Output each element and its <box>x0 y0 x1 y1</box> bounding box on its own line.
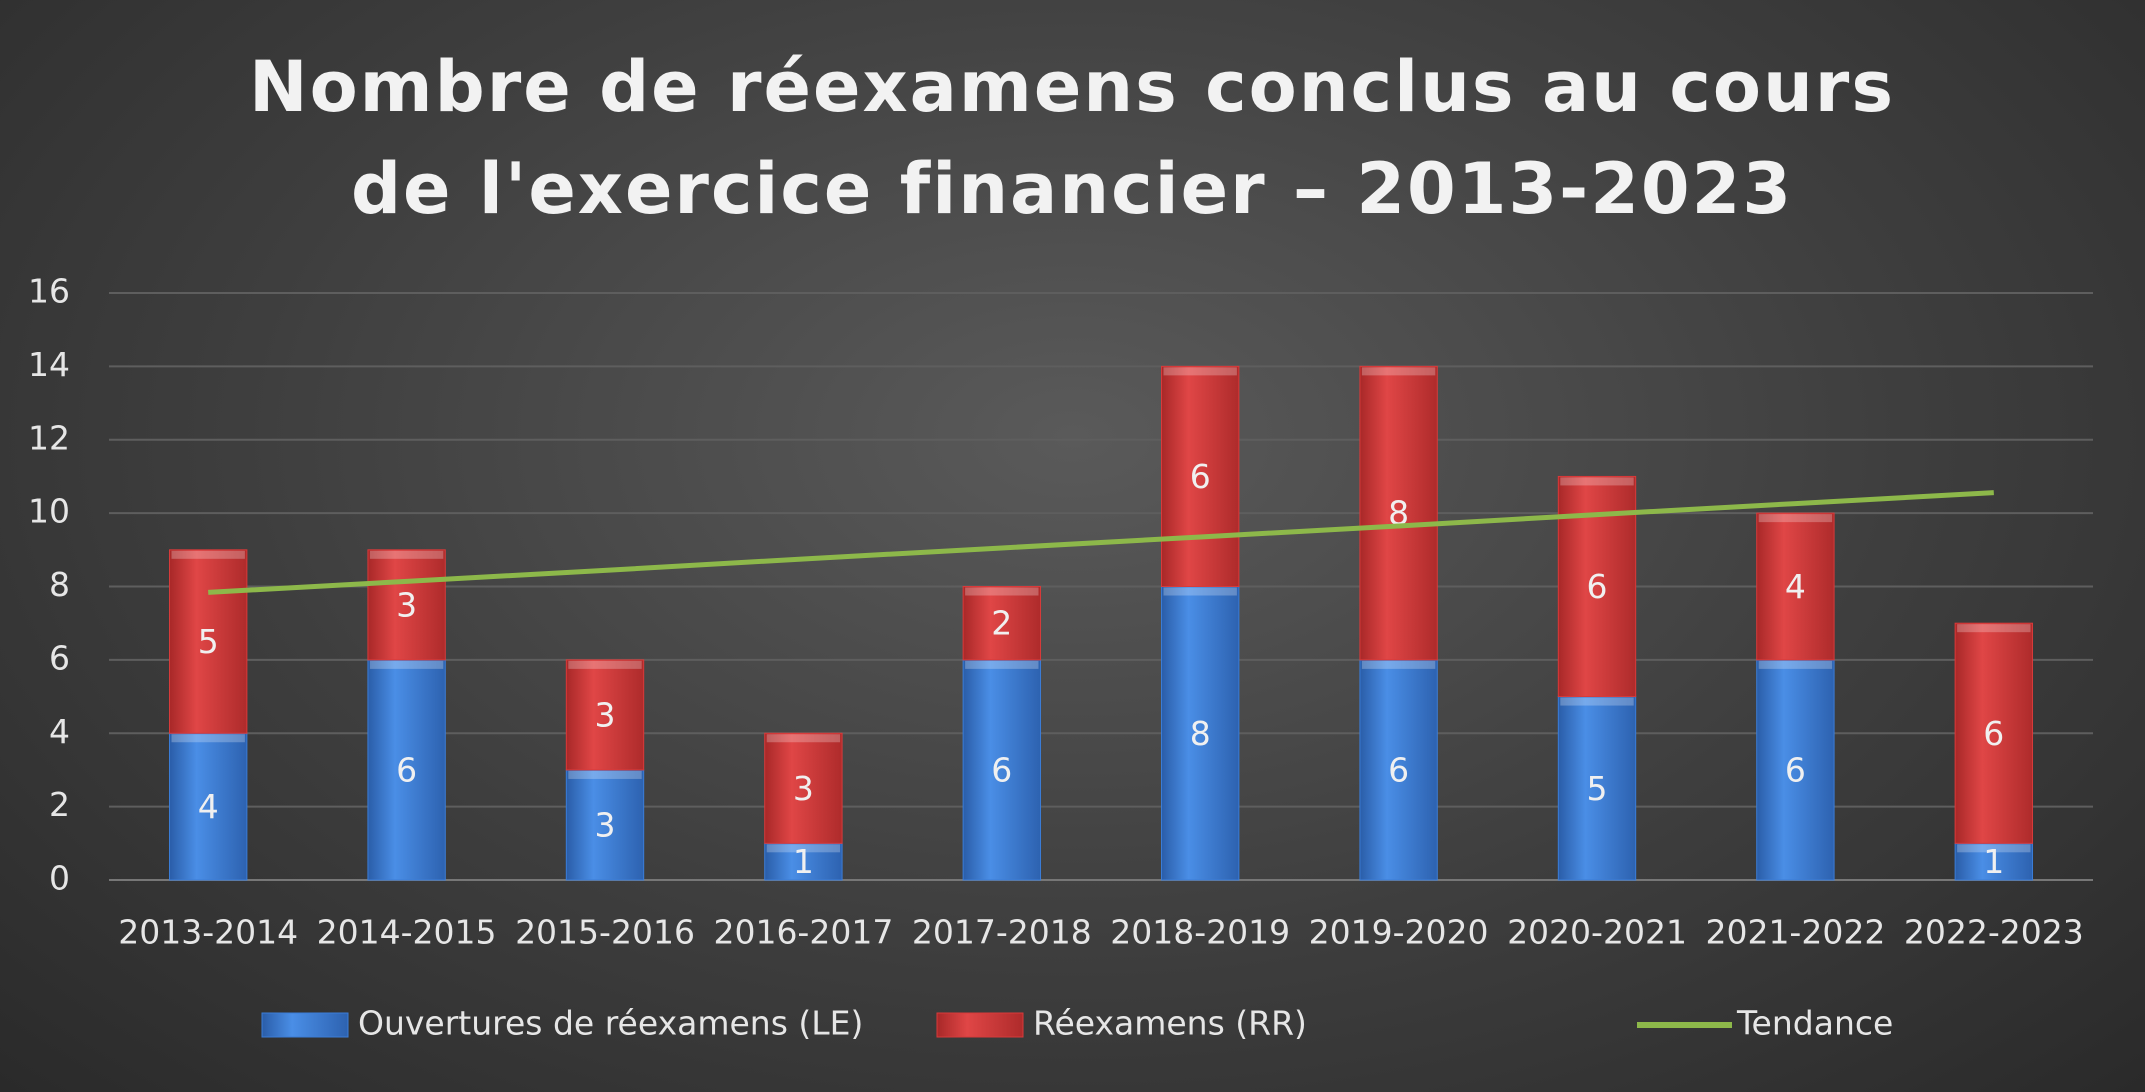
bar-segment <box>169 549 248 734</box>
bar-segment <box>367 549 446 661</box>
bar-bevel <box>1957 844 2031 853</box>
value-label: 3 <box>595 695 616 734</box>
chart-title: Nombre de réexamens conclus au cours de … <box>248 46 1895 230</box>
bar-bevel <box>369 550 444 559</box>
bar-bevel <box>1957 624 2031 633</box>
value-label: 3 <box>793 769 814 808</box>
bar-segment <box>169 732 248 881</box>
legend-label: Ouvertures de réexamens (LE) <box>358 1004 863 1043</box>
bar-segment <box>565 659 645 771</box>
bar-segment <box>1557 696 1637 881</box>
bar-segment <box>764 842 843 881</box>
value-label: 8 <box>1388 494 1409 533</box>
legend-swatch <box>261 1012 349 1038</box>
value-label: 3 <box>396 585 417 624</box>
x-tick-label: 2016-2017 <box>713 913 893 952</box>
bar-bevel <box>1163 587 1237 596</box>
bar-bevel <box>1163 367 1237 376</box>
bar-bevel <box>568 770 642 779</box>
bar-segment <box>1161 365 1240 587</box>
y-tick-label: 14 <box>28 345 70 384</box>
x-tick-label: 2020-2021 <box>1507 913 1687 952</box>
y-tick-label: 16 <box>28 272 70 311</box>
bar-segment <box>1756 512 1835 661</box>
trend-line <box>208 490 1994 595</box>
y-tick-label: 10 <box>28 492 70 531</box>
value-label: 8 <box>1190 714 1211 753</box>
y-tick-label: 4 <box>49 712 70 751</box>
bar-segment <box>1954 622 2033 844</box>
x-tick-label: 2015-2016 <box>515 913 695 952</box>
bar-segment <box>764 732 843 844</box>
bar-segment <box>1954 842 2033 881</box>
y-tick-label: 2 <box>49 785 70 824</box>
bar-bevel <box>1758 514 1833 523</box>
x-tick-label: 2021-2022 <box>1705 913 1885 952</box>
bar-segment <box>367 659 446 881</box>
bar-bevel <box>1560 697 1634 706</box>
y-tick-label: 12 <box>28 418 70 457</box>
value-label: 5 <box>1587 769 1608 808</box>
value-label: 4 <box>1785 567 1806 606</box>
x-tick-label: 2022-2023 <box>1904 913 2084 952</box>
value-label: 6 <box>1388 750 1409 789</box>
value-label: 4 <box>198 787 219 826</box>
legend-label: Réexamens (RR) <box>1033 1004 1307 1043</box>
value-label: 3 <box>595 805 616 844</box>
bar-bevel <box>1361 660 1436 669</box>
value-label: 5 <box>198 622 219 661</box>
value-label: 6 <box>1785 750 1806 789</box>
value-label: 6 <box>991 750 1012 789</box>
x-tick-label: 2014-2015 <box>317 913 497 952</box>
legend-label: Tendance <box>1736 1004 1893 1043</box>
bar-segment <box>962 659 1041 881</box>
value-label: 2 <box>991 604 1012 643</box>
bar-segment <box>1359 365 1438 661</box>
bar-bevel <box>568 660 642 669</box>
x-tick-label: 2013-2014 <box>118 913 298 952</box>
y-tick-label: 0 <box>49 859 70 898</box>
value-label: 1 <box>793 842 814 881</box>
legend-swatch <box>936 1012 1024 1038</box>
bar-bevel <box>171 550 245 559</box>
bar-segment <box>565 769 645 881</box>
bar-bevel <box>965 660 1039 669</box>
x-tick-label: 2018-2019 <box>1110 913 1290 952</box>
bar-segment <box>1161 586 1240 881</box>
y-tick-label: 6 <box>49 638 70 677</box>
value-label: 6 <box>1587 567 1608 606</box>
bar-bevel <box>369 660 444 669</box>
bar-bevel <box>1361 367 1436 376</box>
x-tick-label: 2019-2020 <box>1309 913 1489 952</box>
bar-segment <box>962 586 1041 661</box>
x-tick-label: 2017-2018 <box>912 913 1092 952</box>
bar-bevel <box>171 734 245 743</box>
value-label: 1 <box>1983 842 2004 881</box>
value-label: 6 <box>1190 457 1211 496</box>
value-label: 6 <box>396 750 417 789</box>
bar-bevel <box>1758 660 1833 669</box>
bar-segment <box>1359 659 1438 881</box>
bar-bevel <box>1560 477 1634 486</box>
bar-bevel <box>766 734 841 743</box>
bar-segment <box>1756 659 1835 881</box>
y-tick-label: 8 <box>49 565 70 604</box>
bar-bevel <box>965 587 1039 596</box>
bar-bevel <box>766 844 841 853</box>
value-label: 6 <box>1983 714 2004 753</box>
